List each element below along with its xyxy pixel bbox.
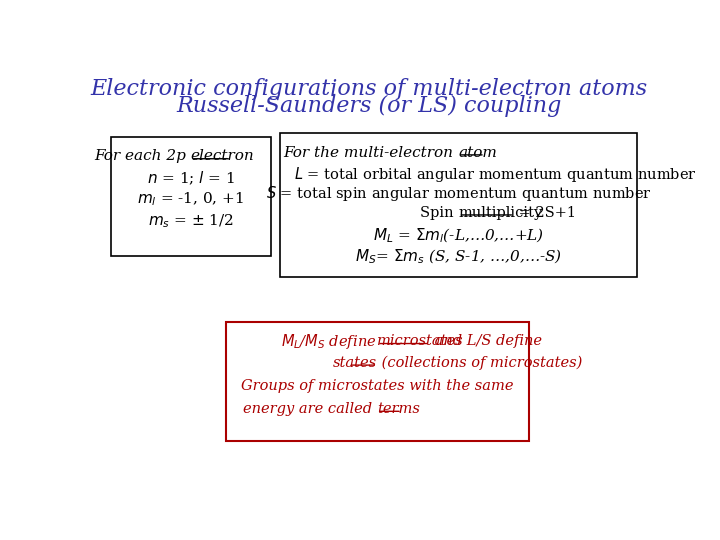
Text: For each 2p: For each 2p (94, 150, 191, 164)
Text: states: states (333, 356, 377, 370)
Text: $M_S$= $\Sigma$$m_s$ (S, S-1, …,0,…-S): $M_S$= $\Sigma$$m_s$ (S, S-1, …,0,…-S) (355, 248, 562, 267)
Text: $m_s$ = $\pm$ 1/2: $m_s$ = $\pm$ 1/2 (148, 212, 234, 230)
FancyBboxPatch shape (225, 322, 528, 441)
Text: energy are called: energy are called (243, 402, 377, 416)
Text: Groups of microstates with the same: Groups of microstates with the same (241, 379, 513, 393)
Text: $n$ = 1; $l$ = 1: $n$ = 1; $l$ = 1 (147, 169, 235, 187)
Text: microstates: microstates (377, 334, 464, 348)
Text: $M_L$/$M_S$ define: $M_L$/$M_S$ define (281, 332, 377, 351)
Text: $m_l$ = -1, 0, +1: $m_l$ = -1, 0, +1 (138, 191, 244, 208)
Text: = 2S+1: = 2S+1 (514, 206, 576, 220)
Text: $M_L$ = $\Sigma$$m_l$(-L,…0,…+L): $M_L$ = $\Sigma$$m_l$(-L,…0,…+L) (373, 227, 544, 245)
Text: Russell-Saunders (or LS) coupling: Russell-Saunders (or LS) coupling (176, 96, 562, 117)
Text: and L/S define: and L/S define (430, 334, 542, 348)
Text: For the multi-electron: For the multi-electron (284, 146, 459, 160)
Text: multiplicity: multiplicity (459, 206, 543, 220)
FancyBboxPatch shape (111, 137, 271, 256)
Text: $S$ = total spin angular momentum quantum number: $S$ = total spin angular momentum quantu… (266, 184, 652, 203)
Text: Electronic configurations of multi-electron atoms: Electronic configurations of multi-elect… (91, 78, 647, 100)
Text: Spin: Spin (420, 206, 459, 220)
Text: atom: atom (459, 146, 498, 160)
Text: terms: terms (377, 402, 420, 416)
FancyBboxPatch shape (280, 133, 637, 276)
Text: $L$ = total orbital angular momentum quantum number: $L$ = total orbital angular momentum qua… (294, 165, 697, 184)
Text: (collections of microstates): (collections of microstates) (377, 356, 582, 370)
Text: electron: electron (191, 150, 254, 164)
